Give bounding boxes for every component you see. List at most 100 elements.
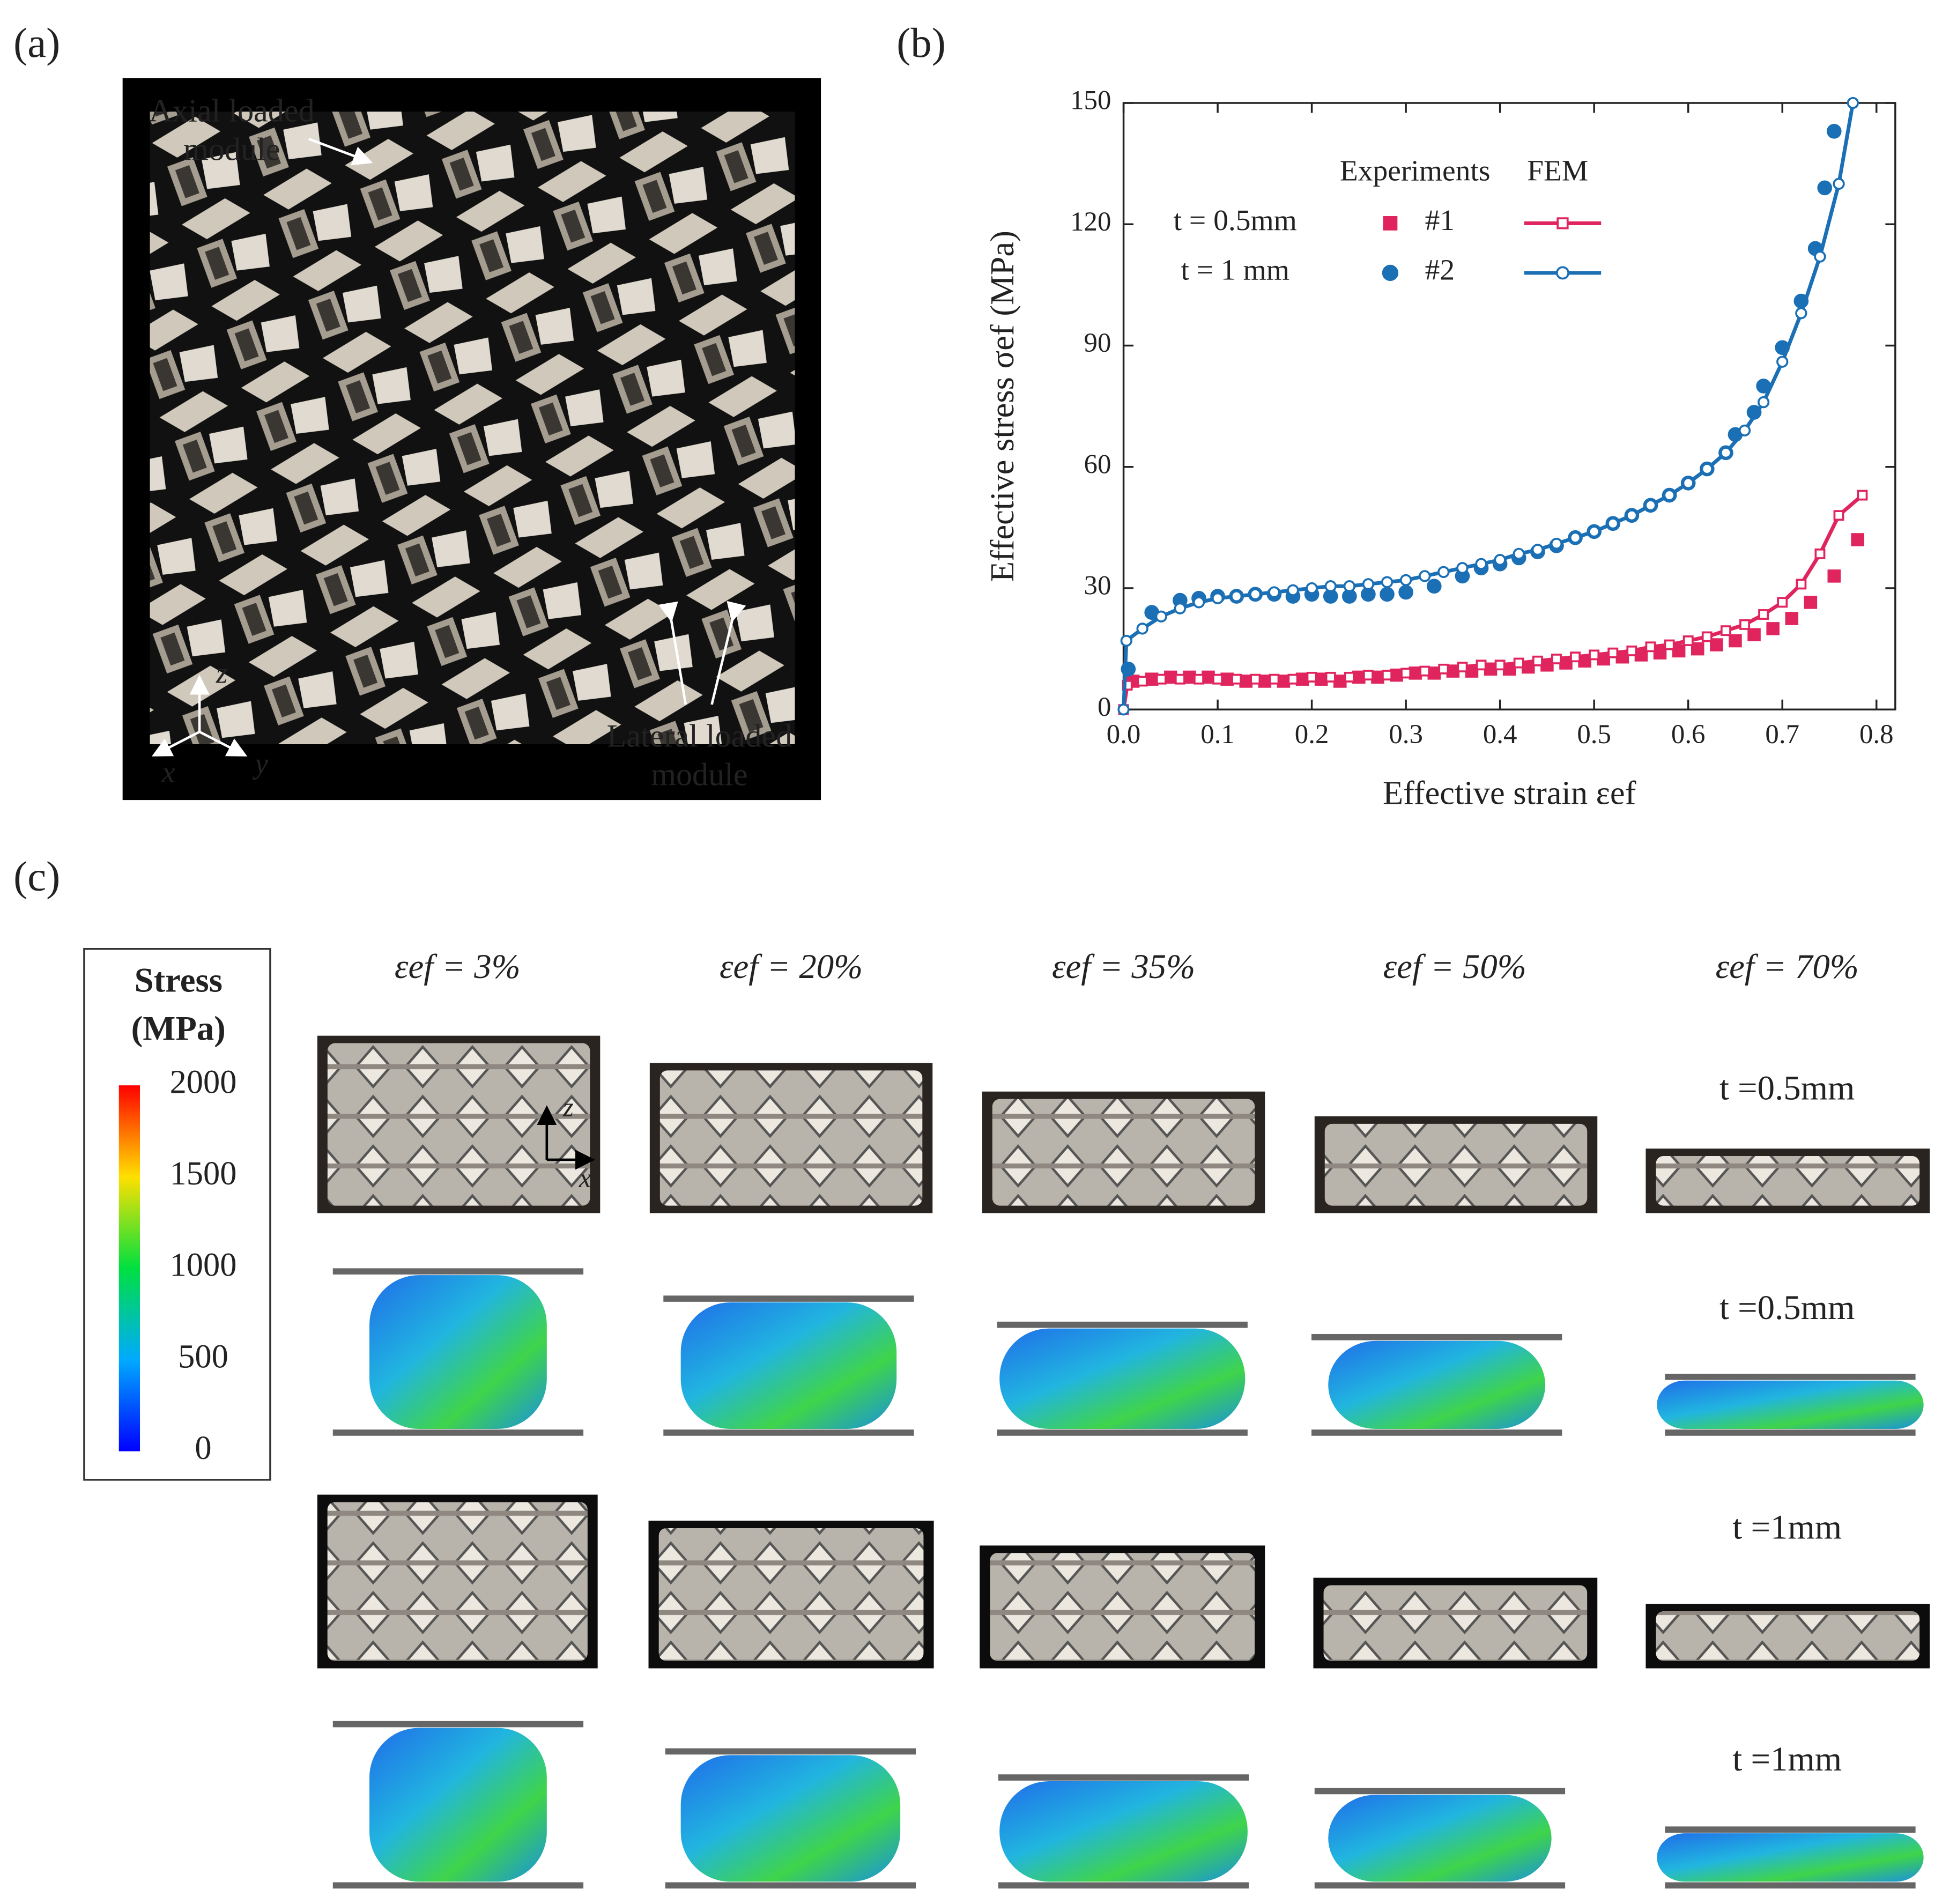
colorbar xyxy=(118,1085,140,1451)
x-tick-label: 0.3 xyxy=(1389,720,1423,750)
data-point xyxy=(1314,672,1328,686)
row-label: t =1mm xyxy=(1732,1740,1842,1779)
colorbar-tick-label: 1500 xyxy=(170,1154,237,1192)
data-point xyxy=(1551,654,1562,664)
data-point xyxy=(1438,663,1449,675)
data-point xyxy=(1766,622,1780,635)
photo-specimen xyxy=(1324,1123,1588,1206)
y-tick-label: 0 xyxy=(1098,692,1111,722)
data-point xyxy=(1653,646,1667,660)
data-point xyxy=(1183,670,1196,684)
data-point xyxy=(1155,673,1167,685)
data-point xyxy=(1419,665,1430,677)
data-point xyxy=(1269,673,1280,685)
x-tick-label: 0.6 xyxy=(1671,720,1706,750)
colorbar-title: (MPa) xyxy=(131,1010,226,1048)
data-point xyxy=(1607,517,1619,530)
data-point xyxy=(1362,578,1375,590)
x-tick-label: 0.1 xyxy=(1200,720,1235,750)
photo-specimen xyxy=(1656,1611,1920,1661)
data-point xyxy=(1833,510,1844,521)
data-point xyxy=(1691,642,1704,656)
photo-specimen xyxy=(1323,1585,1588,1661)
data-point xyxy=(1457,662,1468,673)
photo-specimen xyxy=(990,1553,1255,1661)
data-point xyxy=(1371,670,1384,684)
legend-title: FEM xyxy=(1527,155,1588,188)
data-point xyxy=(1164,670,1177,684)
data-point xyxy=(1287,673,1299,685)
data-point xyxy=(1192,596,1205,609)
data-point xyxy=(1757,396,1770,409)
data-point xyxy=(1231,590,1243,603)
data-point xyxy=(1682,635,1694,646)
data-point xyxy=(1476,660,1487,671)
data-point xyxy=(1325,671,1336,683)
data-point xyxy=(1644,499,1657,512)
fem-model xyxy=(680,1302,897,1429)
data-point xyxy=(1174,602,1187,614)
axis-letter: x xyxy=(161,757,175,789)
fem-model xyxy=(1657,1380,1924,1429)
data-point xyxy=(1682,477,1694,490)
photo-specimen xyxy=(1656,1156,1920,1206)
arrow xyxy=(308,137,373,166)
x-tick-label: 0.7 xyxy=(1765,720,1799,750)
data-point xyxy=(1847,97,1859,109)
legend-marker xyxy=(1556,217,1569,229)
legend-label: #1 xyxy=(1425,204,1455,237)
panel-label: (b) xyxy=(896,20,946,66)
data-point xyxy=(1795,307,1807,320)
data-point xyxy=(1398,584,1413,600)
data-point xyxy=(1277,675,1291,688)
colorbar-title: Stress xyxy=(135,961,223,999)
row-label: t =0.5mm xyxy=(1719,1069,1855,1108)
arrow xyxy=(710,601,746,705)
data-point xyxy=(1817,180,1833,196)
data-point xyxy=(1719,447,1732,459)
arrow xyxy=(658,601,687,705)
column-header: εef = 70% xyxy=(1716,947,1859,986)
data-point xyxy=(1804,596,1818,609)
data-point xyxy=(1664,639,1675,650)
legend-title: Experiments xyxy=(1340,155,1491,188)
data-point xyxy=(1645,641,1656,653)
legend-row-label: t = 0.5mm xyxy=(1174,204,1297,237)
data-point xyxy=(1588,525,1600,538)
fem-model xyxy=(999,1781,1248,1882)
data-point xyxy=(1494,554,1506,566)
y-tick-label: 60 xyxy=(1084,449,1111,479)
colorbar-tick-label: 500 xyxy=(178,1337,228,1375)
data-point xyxy=(1306,582,1318,595)
column-header: εef = 35% xyxy=(1052,947,1195,986)
legend-marker xyxy=(1555,266,1569,280)
data-point xyxy=(1513,547,1525,560)
x-tick-label: 0.2 xyxy=(1295,720,1329,750)
data-point xyxy=(1570,651,1581,663)
x-tick-label: 0.8 xyxy=(1859,720,1894,750)
data-point xyxy=(1738,424,1751,437)
data-point xyxy=(1833,177,1845,190)
legend-label: #2 xyxy=(1425,254,1455,287)
data-point xyxy=(1475,558,1487,570)
data-point xyxy=(1857,490,1868,501)
data-point xyxy=(1136,623,1148,635)
data-point xyxy=(1701,463,1713,475)
data-point xyxy=(1777,597,1788,608)
data-point xyxy=(1826,123,1842,139)
data-point xyxy=(1137,676,1148,687)
annotation: Axial loaded xyxy=(149,93,315,129)
data-point xyxy=(1250,673,1261,685)
colorbar-tick-label: 2000 xyxy=(170,1063,237,1101)
data-point xyxy=(1626,645,1637,656)
colorbar-frame xyxy=(83,947,271,1481)
data-point xyxy=(1174,673,1185,685)
x-tick-label: 0.4 xyxy=(1483,720,1517,750)
data-point xyxy=(1513,657,1524,669)
data-point xyxy=(1344,671,1355,683)
data-point xyxy=(1589,649,1600,661)
x-axis-label: Effective strain εef xyxy=(1383,774,1636,812)
column-header: εef = 50% xyxy=(1383,947,1526,986)
data-point xyxy=(1747,628,1761,641)
